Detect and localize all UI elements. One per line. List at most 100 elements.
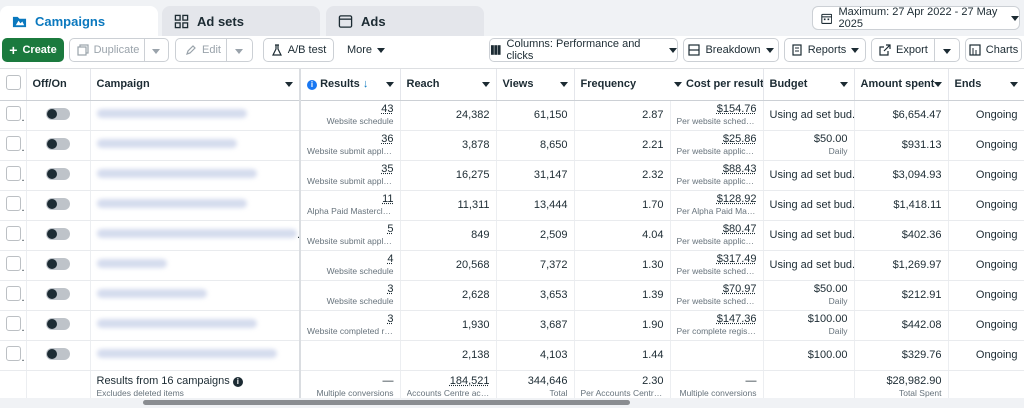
charts-button[interactable]: Charts [965,38,1022,62]
info-icon[interactable]: i [307,80,317,91]
campaign-name-cell[interactable] [90,160,301,191]
row-checkbox[interactable] [6,256,21,271]
select-all-checkbox[interactable] [6,75,21,91]
table-row[interactable]: 3 Website completed re... 1,930 3,687 1.90 $1… [0,310,1024,341]
ab-test-button[interactable]: A/B test [263,38,334,62]
scrollbar-thumb[interactable] [143,400,630,405]
campaign-name-cell[interactable] [90,190,301,221]
results-value[interactable]: 11 [382,193,394,205]
column-header-ends[interactable]: Ends [948,69,1024,101]
campaign-name-cell[interactable] [90,310,301,341]
export-dropdown-icon[interactable] [943,49,951,54]
cost-per-result-value[interactable]: $70.97 [722,283,757,295]
campaign-toggle[interactable] [46,107,70,120]
reach-value: 2,138 [461,349,490,361]
budget-cell: Using ad set bud... [763,190,855,221]
column-header-campaign[interactable]: Campaign [90,69,301,101]
results-value[interactable]: 3 [387,313,394,325]
campaign-toggle[interactable] [46,167,70,180]
row-checkbox[interactable] [6,136,21,151]
create-button[interactable]: + Create [2,38,64,62]
cost-per-result-value[interactable]: $80.47 [722,223,757,235]
campaign-name-cell[interactable] [90,280,301,311]
row-checkbox[interactable] [6,346,21,361]
row-checkbox[interactable] [6,166,21,181]
table-row[interactable]: 4 Website schedule 20,568 7,372 1.30 $317.49 P… [0,250,1024,281]
campaign-toggle[interactable] [46,197,70,210]
campaign-toggle[interactable] [46,227,70,240]
columns-button[interactable]: Columns: Performance and clicks [489,38,678,62]
column-header-views[interactable]: Views [496,69,575,101]
tab-ads[interactable]: Ads [326,6,484,36]
summary-campaign-sub: Excludes deleted items [96,388,184,398]
frequency-value: 2.32 [642,169,664,181]
table-row[interactable]: 35 Website submit applic... 16,275 31,147 2.… [0,160,1024,191]
row-checkbox[interactable] [6,286,21,301]
campaign-name-cell[interactable] [90,130,301,161]
amount-spent-cell: $442.08 [854,310,949,341]
cost-per-result-value[interactable]: $317.49 [716,253,757,265]
cost-per-result-value[interactable]: $25.86 [722,133,757,145]
duplicate-dropdown-icon[interactable] [152,49,160,54]
results-cell: 4 Website schedule [300,250,401,281]
date-range-picker[interactable]: Maximum: 27 Apr 2022 - 27 May 2025 [812,6,1020,30]
budget-value: $100.00 [807,348,848,361]
budget-value: Using ad set bud... [769,108,854,121]
budget-cell: $100.00 Daily [763,310,855,341]
table-row[interactable]: 3 Website schedule 2,628 3,653 1.39 $70.97 Per… [0,280,1024,311]
campaign-name-cell[interactable] [90,250,301,281]
more-button[interactable]: More [340,38,392,62]
results-value[interactable]: 4 [387,253,394,265]
flask-icon [271,44,282,56]
table-row[interactable]: 11 Alpha Paid Masterclass 11,311 13,444 1.70… [0,190,1024,221]
cost-per-result-value[interactable]: $154.76 [716,103,757,115]
row-checkbox[interactable] [6,226,21,241]
campaign-toggle[interactable] [46,317,70,330]
campaign-toggle[interactable] [46,257,70,270]
results-value[interactable]: 36 [381,133,394,145]
campaign-toggle[interactable] [46,137,70,150]
column-header-reach[interactable]: Reach [400,69,497,101]
results-value[interactable]: 3 [387,283,394,295]
campaign-name-cell[interactable] [90,100,301,131]
breakdown-button[interactable]: Breakdown [683,38,779,62]
campaign-name-cell[interactable] [90,220,301,251]
cost-per-result-value[interactable]: $147.36 [716,313,757,325]
column-label: Off/On [32,78,67,91]
column-header-frequency[interactable]: Frequency [574,69,670,101]
results-value[interactable]: 5 [387,223,394,235]
column-header-amount-spent[interactable]: Amount spent [854,69,949,101]
table-row[interactable]: 2,138 4,103 1.44 $100.00 $329.76 Ongoing [0,340,1024,371]
column-header-results[interactable]: i Results ↓ [300,69,401,101]
results-cell: 35 Website submit applic... [300,160,401,191]
table-row[interactable]: 36 Website submit applic... 3,878 8,650 2.21… [0,130,1024,161]
campaign-toggle[interactable] [46,287,70,300]
tab-campaigns[interactable]: Campaigns [0,6,158,36]
campaign-name-cell[interactable] [90,340,301,371]
column-header-frequency-menu[interactable]: Cost per result [670,69,764,101]
edit-dropdown-icon[interactable] [235,49,243,54]
reach-value: 849 [471,229,490,241]
column-header-budget[interactable]: Budget [763,69,855,101]
row-checkbox[interactable] [6,106,21,121]
info-icon[interactable]: i [232,377,243,388]
toolbar: + Create Duplicate Edit A/B test More Co… [0,36,1024,68]
summary-spent-value: $28,982.90 [886,375,942,388]
select-all-cell [0,69,27,101]
table-row[interactable]: 5 Website submit applic... 849 2,509 4.04 $80… [0,220,1024,251]
tab-ad-sets[interactable]: Ad sets [162,6,320,36]
reports-button[interactable]: Reports [784,38,866,62]
row-checkbox[interactable] [6,316,21,331]
cost-per-result-value[interactable]: $128.92 [716,193,757,205]
column-label: Campaign [96,78,150,91]
column-header-off-on[interactable]: Off/On [26,69,91,101]
results-value[interactable]: 35 [381,163,394,175]
horizontal-scrollbar[interactable] [0,398,1024,408]
table-row[interactable]: 43 Website schedule 24,382 61,150 2.87 $154.7… [0,100,1024,131]
results-value[interactable]: 43 [381,103,394,115]
row-checkbox[interactable] [6,196,21,211]
summary-spent-sub: Total Spent [898,388,942,398]
cost-per-result-value[interactable]: $88.43 [722,163,757,175]
summary-campaign-label: Results from 16 campaigns i [97,375,294,388]
campaign-toggle[interactable] [46,347,70,360]
